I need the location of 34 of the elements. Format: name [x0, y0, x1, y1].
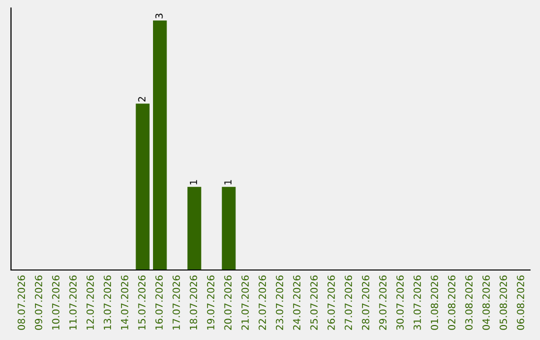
x-tick-label: 11.07.2026	[69, 275, 77, 330]
x-tick-label: 16.07.2026	[155, 275, 163, 330]
x-tick-label: 13.07.2026	[104, 275, 112, 330]
x-tick-label: 18.07.2026	[190, 275, 198, 330]
data-label: 3	[155, 14, 163, 18]
x-tick-label: 14.07.2026	[120, 275, 128, 330]
x-tick-label: 30.07.2026	[396, 275, 404, 330]
x-tick-label: 27.07.2026	[344, 275, 352, 330]
data-label: 1	[190, 180, 198, 184]
x-tick-label: 23.07.2026	[276, 275, 284, 330]
data-label: 1	[224, 180, 232, 184]
x-tick-label: 15.07.2026	[138, 275, 146, 330]
x-tick-label: 17.07.2026	[172, 275, 180, 330]
x-tick-label: 03.08.2026	[465, 275, 473, 330]
x-tick-label: 02.08.2026	[448, 275, 456, 330]
x-tick-label: 24.07.2026	[293, 275, 300, 330]
x-tick-label: 29.07.2026	[379, 275, 387, 330]
x-tick-label: 26.07.2026	[328, 275, 335, 330]
data-label: 2	[138, 97, 146, 102]
x-tick-label: 31.07.2026	[414, 275, 421, 330]
x-tick-label: 28.07.2026	[362, 275, 370, 330]
x-tick-label: 10.07.2026	[52, 275, 60, 330]
x-tick-label: 08.07.2026	[18, 275, 26, 330]
x-tick-label: 06.08.2026	[516, 275, 524, 330]
x-tick-label: 12.07.2026	[86, 275, 94, 330]
x-tick-label: 04.08.2026	[482, 275, 490, 330]
x-tick-label: 19.07.2026	[207, 275, 214, 330]
x-tick-label: 25.07.2026	[310, 275, 318, 330]
x-tick-label: 20.07.2026	[224, 275, 232, 330]
x-tick-label: 05.08.2026	[500, 275, 507, 330]
x-tick-label: 21.07.2026	[241, 275, 249, 330]
x-tick-label: 09.07.2026	[34, 275, 42, 330]
x-tick-label: 22.07.2026	[258, 275, 266, 330]
x-tick-label: 01.08.2026	[430, 275, 438, 330]
